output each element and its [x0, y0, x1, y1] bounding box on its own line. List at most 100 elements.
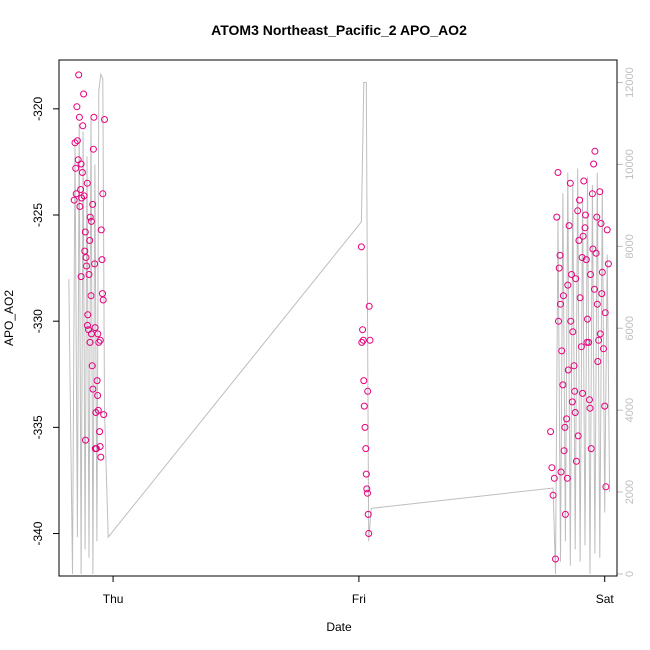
data-point	[90, 113, 98, 121]
data-point	[366, 336, 374, 344]
data-point	[596, 188, 604, 196]
data-point	[361, 423, 369, 431]
data-point	[553, 213, 561, 221]
data-point	[77, 273, 85, 281]
data-point	[564, 366, 572, 374]
data-point	[359, 326, 367, 334]
data-point	[72, 190, 80, 198]
chart-title: ATOM3 Northeast_Pacific_2 APO_AO2	[211, 22, 467, 38]
data-point	[568, 398, 576, 406]
data-point	[574, 432, 582, 440]
data-point	[561, 423, 569, 431]
data-point	[582, 211, 589, 219]
data-point	[578, 254, 586, 261]
data-point	[593, 300, 601, 308]
data-point	[589, 245, 597, 253]
data-point	[571, 409, 579, 416]
data-point	[89, 385, 97, 393]
data-point	[83, 179, 91, 187]
data-point	[572, 275, 580, 283]
x-axis: Thu Fri Sat	[103, 575, 615, 606]
data-point	[569, 328, 577, 336]
data-point	[80, 90, 88, 98]
data-point	[595, 336, 603, 344]
data-point	[78, 169, 86, 176]
data-point	[575, 237, 583, 244]
data-point	[364, 387, 372, 395]
data-point	[364, 510, 372, 518]
data-point	[91, 260, 99, 268]
data-point	[365, 530, 373, 537]
data-point	[99, 296, 107, 304]
data-point	[554, 169, 562, 176]
data-point	[75, 71, 83, 79]
data-point	[94, 392, 102, 399]
data-point	[91, 445, 99, 453]
data-point	[580, 177, 588, 185]
plot-content	[68, 71, 612, 575]
data-point	[565, 222, 573, 230]
data-point	[87, 217, 95, 225]
data-point	[86, 237, 94, 244]
data-point	[559, 381, 567, 389]
data-point	[77, 186, 85, 193]
data-point	[83, 262, 90, 270]
data-point	[360, 377, 368, 385]
data-point	[82, 254, 90, 261]
data-point	[590, 285, 598, 293]
data-point	[577, 343, 585, 351]
y-axis: -340 -335 -330 -325 -320	[31, 97, 60, 546]
data-point	[572, 457, 580, 465]
data-point	[95, 338, 103, 346]
data-point	[97, 226, 105, 234]
data-point	[557, 468, 565, 476]
right-tick-label: 0	[624, 571, 636, 577]
data-point	[563, 474, 571, 482]
data-point	[552, 555, 559, 563]
right-tick-label: 10000	[624, 149, 636, 180]
data-point	[564, 281, 572, 289]
data-point	[604, 260, 612, 268]
data-point	[560, 447, 568, 455]
data-point	[365, 302, 373, 310]
data-point	[359, 336, 367, 344]
data-point	[76, 203, 84, 210]
data-point	[94, 406, 102, 414]
data-point	[85, 271, 93, 278]
y-tick-label: -320	[31, 97, 45, 121]
data-point	[581, 224, 589, 232]
data-point	[602, 483, 610, 491]
data-point	[574, 207, 582, 215]
x-axis-label: Date	[326, 620, 352, 634]
y-axis-right: 0 2000 4000 6000 8000 10000 12000	[616, 67, 636, 577]
data-point	[563, 415, 571, 423]
data-point	[362, 445, 370, 453]
data-point	[594, 358, 602, 365]
plot-frame	[58, 59, 618, 577]
data-point	[98, 256, 106, 264]
y-tick-label: -335	[31, 415, 45, 439]
data-point	[576, 196, 584, 204]
data-point	[73, 103, 81, 111]
data-point	[582, 256, 590, 264]
data-point	[84, 321, 91, 329]
data-point	[86, 338, 94, 346]
data-point	[559, 292, 567, 300]
data-point	[89, 200, 97, 208]
data-point	[358, 338, 366, 346]
data-point	[101, 116, 108, 123]
data-point	[571, 387, 579, 395]
data-point	[588, 190, 596, 198]
data-point	[91, 324, 99, 332]
data-point	[96, 336, 104, 344]
data-point	[583, 338, 591, 346]
data-point	[70, 196, 78, 204]
data-point	[555, 264, 563, 272]
data-point	[555, 317, 562, 325]
x-tick-label: Sat	[596, 592, 615, 606]
data-point	[79, 122, 87, 130]
data-point	[591, 147, 599, 155]
y-tick-label: -340	[31, 521, 45, 545]
data-point	[364, 489, 371, 497]
data-point	[549, 491, 557, 499]
